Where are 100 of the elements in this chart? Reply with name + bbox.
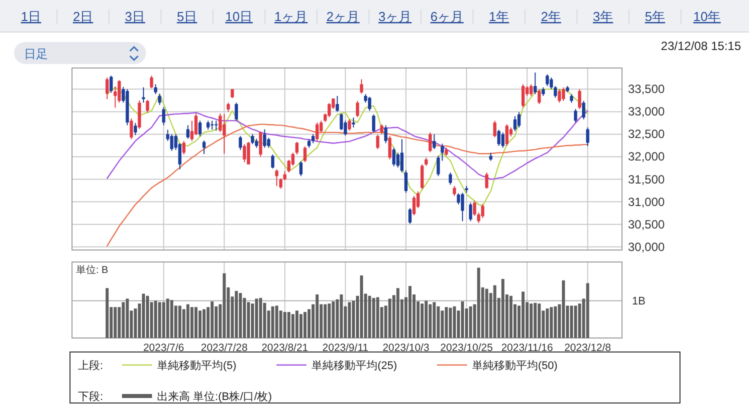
category-label: 5年 <box>644 9 666 24</box>
candlestick <box>275 168 278 187</box>
candlestick <box>328 102 331 118</box>
candlestick <box>530 84 533 96</box>
candlestick <box>206 120 210 130</box>
bar <box>534 302 537 338</box>
bar <box>586 283 590 338</box>
candlestick <box>360 78 364 94</box>
legend-label: 単純移動平均(25) <box>311 360 398 372</box>
candlestick <box>440 143 444 162</box>
bar <box>198 310 202 338</box>
bar <box>299 314 302 338</box>
candlestick <box>246 141 250 165</box>
candlestick <box>380 124 384 135</box>
bar <box>469 306 472 338</box>
bar <box>360 275 364 338</box>
category-label: 1ヶ月 <box>274 9 308 24</box>
category-label: 3年 <box>592 9 614 24</box>
x-tick-label: 2023/7/28 <box>200 342 248 354</box>
candlestick <box>194 113 198 136</box>
candlestick <box>295 141 299 155</box>
bar <box>210 301 214 338</box>
candlestick <box>586 126 590 146</box>
candlestick <box>578 88 582 110</box>
y-tick-label: 33,000 <box>628 104 666 119</box>
bar <box>178 306 182 338</box>
bar <box>234 290 238 338</box>
y-tick-label: 32,000 <box>628 150 666 164</box>
category-label: 2ヶ月 <box>326 9 360 24</box>
candlestick <box>352 117 356 128</box>
annotation: 単位: B <box>76 264 109 276</box>
candlestick <box>263 128 266 148</box>
candlestick <box>554 86 557 98</box>
candlestick <box>420 164 424 190</box>
category-label: 3日 <box>124 9 146 24</box>
candlestick <box>368 96 372 112</box>
candlestick <box>376 134 380 150</box>
candlestick <box>214 120 218 132</box>
bar <box>332 301 335 338</box>
bar <box>287 312 290 338</box>
bar <box>448 308 452 338</box>
y-tick-label: 31,000 <box>628 194 666 209</box>
bar <box>304 312 307 338</box>
legend-label: 単純移動平均(50) <box>472 360 558 372</box>
bar <box>114 307 117 338</box>
line-series <box>106 124 588 247</box>
bar <box>424 300 428 338</box>
bar <box>530 304 533 338</box>
bar <box>348 302 351 338</box>
candlestick <box>384 124 388 144</box>
bar <box>460 301 464 338</box>
candlestick <box>186 124 190 140</box>
bar <box>154 300 158 338</box>
bar <box>275 306 278 338</box>
candlestick <box>234 102 238 122</box>
bar <box>295 310 298 338</box>
candlestick <box>279 178 282 190</box>
bar <box>246 302 250 338</box>
candlestick <box>340 113 343 131</box>
x-tick-label: 2023/12/8 <box>564 342 612 354</box>
candlestick <box>170 134 174 152</box>
bar <box>368 296 372 338</box>
candlestick <box>222 113 226 154</box>
y-tick-label: 30,000 <box>628 240 666 254</box>
category-label: 3ヶ月 <box>378 9 412 24</box>
category-label: 2日 <box>72 9 94 24</box>
category-label: 1日 <box>20 9 42 24</box>
bar <box>440 310 444 338</box>
bar <box>194 307 198 338</box>
bar <box>477 268 480 338</box>
bar <box>444 307 448 338</box>
bar <box>166 298 170 338</box>
candlestick <box>106 76 109 100</box>
bar <box>501 278 504 338</box>
bar <box>255 298 258 338</box>
legend-label: 出来高 単位:(B株/口/枚) <box>157 390 272 403</box>
bar <box>186 304 190 338</box>
bar <box>259 298 262 338</box>
candlestick <box>336 95 339 112</box>
candlestick <box>582 100 586 120</box>
category-label: 10日 <box>225 9 253 24</box>
candlestick <box>550 76 553 90</box>
bar <box>538 304 541 338</box>
candlestick <box>348 118 352 132</box>
candlestick <box>238 136 242 150</box>
candlestick <box>408 208 412 224</box>
candlestick <box>242 144 246 163</box>
bar <box>328 304 331 338</box>
bar <box>554 306 557 338</box>
bar <box>340 294 343 338</box>
y-tick-label: 31,500 <box>628 172 666 186</box>
category-label: 6ヶ月 <box>430 9 464 24</box>
candlestick <box>432 134 436 150</box>
candlestick <box>513 116 517 132</box>
candlestick <box>146 99 150 114</box>
legend-title: 上段: <box>78 359 104 372</box>
bar <box>158 302 162 338</box>
legend-label: 単純移動平均(5) <box>157 360 236 372</box>
candlestick <box>303 146 307 163</box>
bar <box>106 288 109 338</box>
